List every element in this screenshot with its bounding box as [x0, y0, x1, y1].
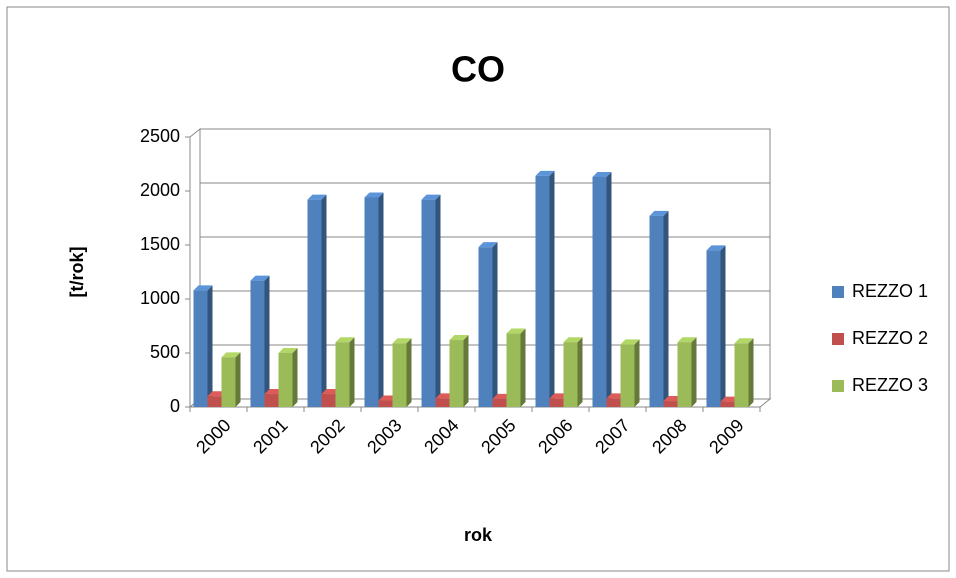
bar — [720, 401, 735, 407]
legend-swatch — [832, 380, 844, 392]
bar-top — [392, 338, 412, 344]
bar-side — [606, 171, 612, 407]
y-tick-label: 1500 — [140, 234, 180, 254]
bar-side — [577, 337, 583, 407]
x-axis-title: rok — [464, 525, 493, 545]
bar — [250, 280, 265, 407]
bar — [549, 398, 564, 407]
legend-label: REZZO 2 — [852, 328, 928, 348]
y-tick-label: 2500 — [140, 126, 180, 146]
bar-top — [706, 245, 726, 251]
bar — [592, 176, 607, 407]
bar-top — [535, 170, 555, 176]
bar — [649, 215, 664, 407]
bar-side — [235, 352, 241, 407]
y-tick-label: 0 — [170, 396, 180, 416]
bar-top — [193, 285, 213, 291]
bar — [335, 342, 350, 407]
bar-side — [349, 337, 355, 407]
bar-side — [435, 194, 441, 407]
bar — [563, 342, 578, 407]
bar-side — [378, 192, 384, 407]
bar-side — [463, 335, 469, 407]
bar-top — [592, 171, 612, 177]
y-axis-title: [t/rok] — [67, 247, 87, 298]
y-tick-label: 500 — [150, 342, 180, 362]
bar-side — [691, 337, 697, 407]
bar-top — [649, 210, 669, 216]
legend-label: REZZO 1 — [852, 281, 928, 301]
bar-top — [364, 192, 384, 198]
chart-border — [6, 6, 950, 572]
bar — [535, 175, 550, 407]
bar — [193, 290, 208, 407]
legend-swatch — [832, 286, 844, 298]
bar-top — [307, 194, 327, 200]
bar-side — [292, 348, 298, 407]
bar-top — [563, 337, 583, 343]
bar — [478, 247, 493, 407]
bar — [706, 250, 721, 407]
bar-top — [449, 335, 469, 341]
bar — [734, 343, 749, 407]
bar — [278, 353, 293, 407]
bar — [378, 400, 393, 407]
bar-side — [207, 285, 213, 407]
bar-side — [520, 328, 526, 407]
bar — [364, 197, 379, 407]
bar-top — [421, 194, 441, 200]
bar — [606, 398, 621, 407]
bar-top — [734, 338, 754, 344]
bar — [321, 394, 336, 407]
bar — [264, 394, 279, 407]
bar-side — [492, 242, 498, 407]
legend-swatch — [832, 333, 844, 345]
bar-side — [406, 338, 412, 407]
bar — [435, 398, 450, 407]
bar-top — [221, 352, 241, 358]
bar — [449, 340, 464, 407]
bar-side — [663, 210, 669, 407]
bar — [506, 333, 521, 407]
bar — [392, 343, 407, 407]
bar-top — [620, 339, 640, 345]
bar — [663, 401, 678, 407]
bar — [620, 344, 635, 407]
bar-side — [549, 170, 555, 407]
bar — [207, 396, 222, 407]
legend-label: REZZO 3 — [852, 375, 928, 395]
bar — [221, 357, 236, 407]
bar — [677, 342, 692, 407]
bar-side — [264, 275, 270, 407]
bar-side — [321, 194, 327, 407]
bar-top — [278, 348, 298, 353]
bar — [307, 199, 322, 407]
bar-top — [335, 337, 355, 343]
bar-side — [634, 339, 640, 407]
y-tick-label: 1000 — [140, 288, 180, 308]
bar-top — [478, 242, 498, 248]
bar-side — [748, 338, 754, 407]
bar-top — [677, 337, 697, 343]
bar-top — [506, 328, 526, 334]
y-tick-label: 2000 — [140, 180, 180, 200]
chart-title: CO — [451, 49, 505, 90]
bar-side — [720, 245, 726, 407]
bar — [421, 199, 436, 407]
bar — [492, 398, 507, 407]
bar-top — [250, 275, 270, 281]
